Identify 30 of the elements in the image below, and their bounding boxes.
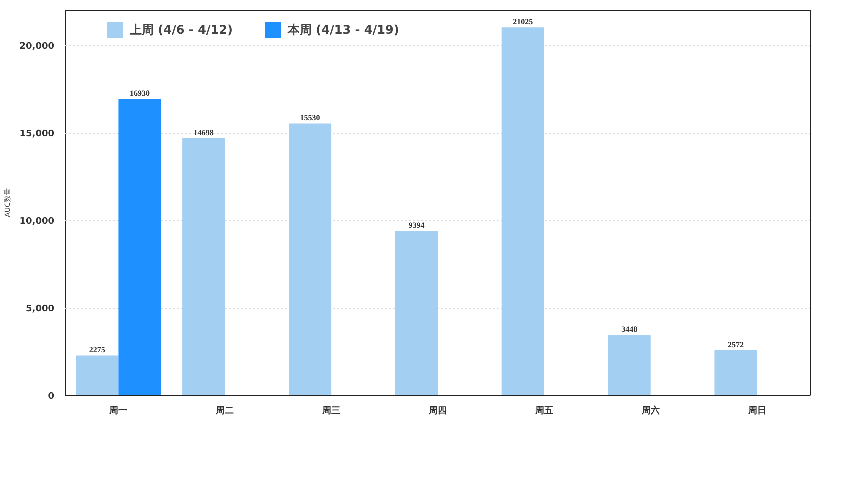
legend-label: 本周 (4/13 - 4/19) (288, 22, 400, 38)
bar (395, 231, 438, 396)
y-tick-label: 20,000 (20, 42, 55, 52)
x-tick-label: 周四 (428, 406, 447, 416)
y-tick-label: 0 (48, 392, 55, 402)
bar (182, 138, 226, 396)
x-tick-label: 周二 (215, 406, 234, 416)
data-label: 3448 (622, 325, 638, 334)
bar (608, 335, 651, 396)
y-tick-label: 10,000 (20, 217, 55, 227)
bar (118, 99, 162, 396)
bar (76, 356, 119, 396)
bar (502, 28, 544, 396)
bar (714, 350, 758, 396)
data-label: 2275 (89, 346, 106, 355)
data-label: 9394 (408, 221, 425, 230)
y-tick-label: 15,000 (20, 130, 55, 140)
x-tick-label: 周日 (747, 406, 766, 416)
data-label: 16930 (130, 89, 150, 98)
y-tick-label: 5,000 (26, 304, 54, 314)
bar (289, 124, 332, 396)
data-label: 2572 (728, 340, 744, 350)
x-tick-label: 周一 (108, 406, 128, 416)
data-label: 15530 (300, 114, 320, 123)
data-label: 21025 (513, 18, 534, 27)
x-tick-label: 周三 (322, 406, 341, 416)
data-label: 14698 (194, 128, 214, 138)
x-tick-label: 周六 (640, 406, 660, 416)
x-tick-label: 周五 (534, 406, 554, 416)
legend-label: 上周 (4/6 - 4/12) (130, 22, 233, 38)
